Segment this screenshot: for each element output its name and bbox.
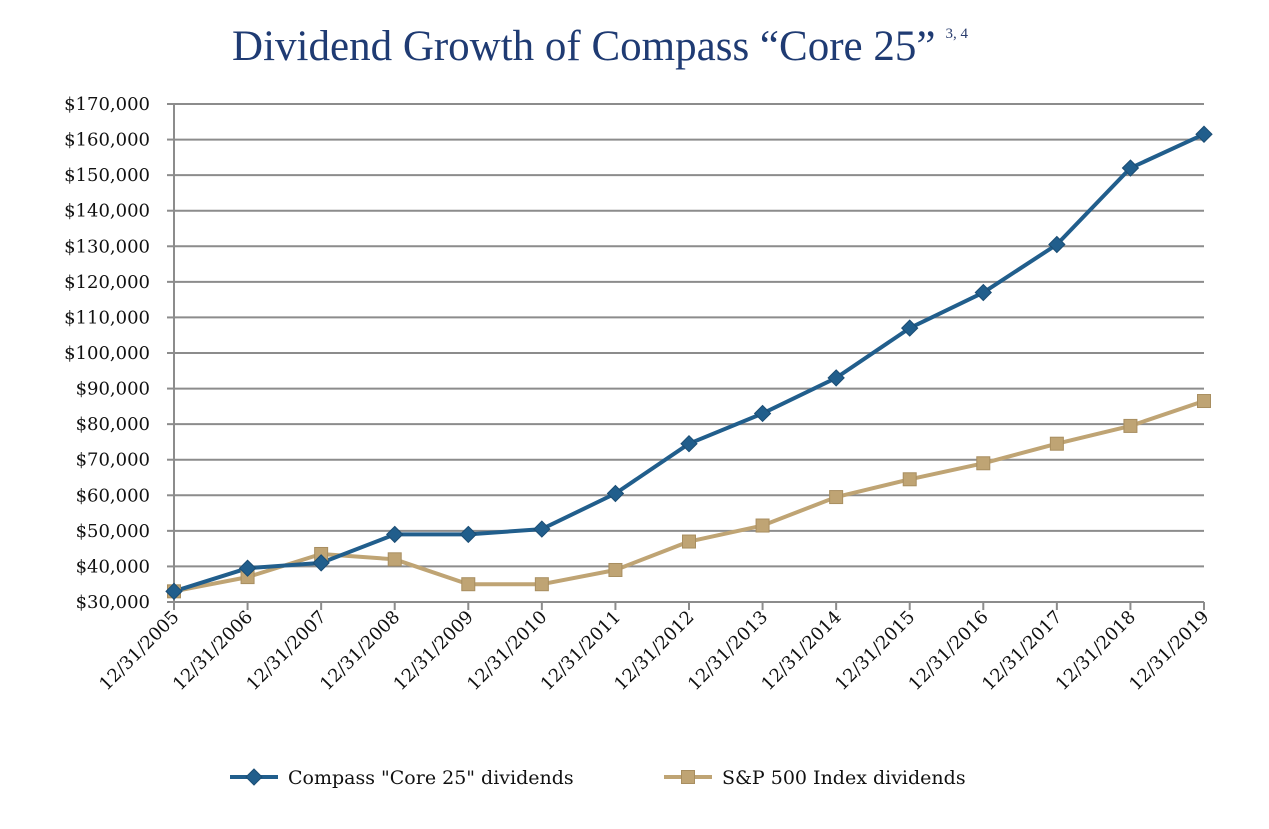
y-tick-label: $30,000 — [76, 592, 150, 613]
y-tick-label: $130,000 — [64, 236, 150, 257]
chart-title: Dividend Growth of Compass “Core 25” 3, 4 — [0, 22, 1200, 71]
compass-data-point — [827, 369, 845, 387]
compass-data-point — [533, 520, 551, 538]
legend-label: S&P 500 Index dividends — [722, 767, 966, 789]
y-tick-label: $50,000 — [76, 521, 150, 542]
sp500-data-point — [755, 518, 770, 533]
compass-data-point — [459, 525, 477, 544]
compass-data-point — [753, 404, 772, 423]
legend-marker — [681, 770, 695, 784]
compass-data-point — [312, 554, 330, 572]
y-tick-label: $110,000 — [64, 307, 150, 328]
y-tick-label: $90,000 — [76, 379, 150, 400]
x-axis-tick-labels: 12/31/200512/31/200612/31/200712/31/2008… — [95, 607, 1213, 695]
title-superscript: 3, 4 — [945, 26, 968, 42]
compass-data-point — [165, 582, 183, 601]
y-tick-label: $150,000 — [64, 165, 150, 186]
y-tick-label: $80,000 — [76, 414, 150, 435]
y-tick-label: $170,000 — [64, 94, 150, 115]
compass-data-point — [974, 283, 992, 302]
y-tick-label: $140,000 — [64, 201, 150, 222]
compass-data-point — [901, 319, 919, 337]
y-tick-label: $40,000 — [76, 556, 150, 577]
compass-data-point — [238, 559, 257, 577]
y-tick-label: $120,000 — [64, 272, 150, 293]
chart-title-text: Dividend Growth of Compass “Core 25” — [232, 23, 936, 70]
legend-label: Compass "Core 25" dividends — [288, 767, 574, 789]
x-tick-label: 12/31/2019 — [1125, 607, 1213, 695]
y-axis-tick-labels: $30,000 $40,000 $50,000 $60,000 $70,000 $80,0… — [64, 94, 150, 613]
gridlines — [174, 103, 1204, 603]
compass-data-point — [386, 525, 404, 544]
axes — [167, 103, 1205, 610]
y-tick-label: $60,000 — [76, 485, 150, 506]
sp500-data-point — [1049, 436, 1064, 451]
compass-data-point — [680, 435, 698, 453]
series-lines — [173, 132, 1205, 594]
series-markers — [165, 125, 1213, 601]
y-tick-label: $70,000 — [76, 450, 150, 471]
sp500-data-point — [534, 577, 549, 592]
sp500-data-point — [387, 552, 402, 567]
legend-item-sp500: S&P 500 Index dividends — [664, 767, 966, 789]
sp500-data-point — [682, 534, 696, 549]
sp500-data-point — [829, 490, 844, 505]
legend-item-compass: Compass "Core 25" dividends — [230, 767, 574, 789]
sp500-data-point — [461, 577, 476, 592]
sp500-data-point — [1197, 394, 1211, 409]
y-tick-label: $100,000 — [64, 343, 150, 364]
legend: Compass "Core 25" dividends S&P 500 Index… — [230, 767, 966, 789]
sp500-data-point — [608, 562, 623, 577]
compass-data-point — [1195, 125, 1213, 143]
sp500-data-point — [902, 472, 917, 487]
sp500-data-point — [1123, 418, 1138, 433]
compass-data-point — [1121, 159, 1140, 177]
compass-data-point — [606, 484, 625, 503]
legend-marker — [245, 768, 263, 786]
series-line-compass — [173, 132, 1205, 594]
sp500-data-point — [976, 456, 991, 471]
y-tick-label: $160,000 — [64, 130, 150, 151]
compass-data-point — [1048, 235, 1066, 254]
